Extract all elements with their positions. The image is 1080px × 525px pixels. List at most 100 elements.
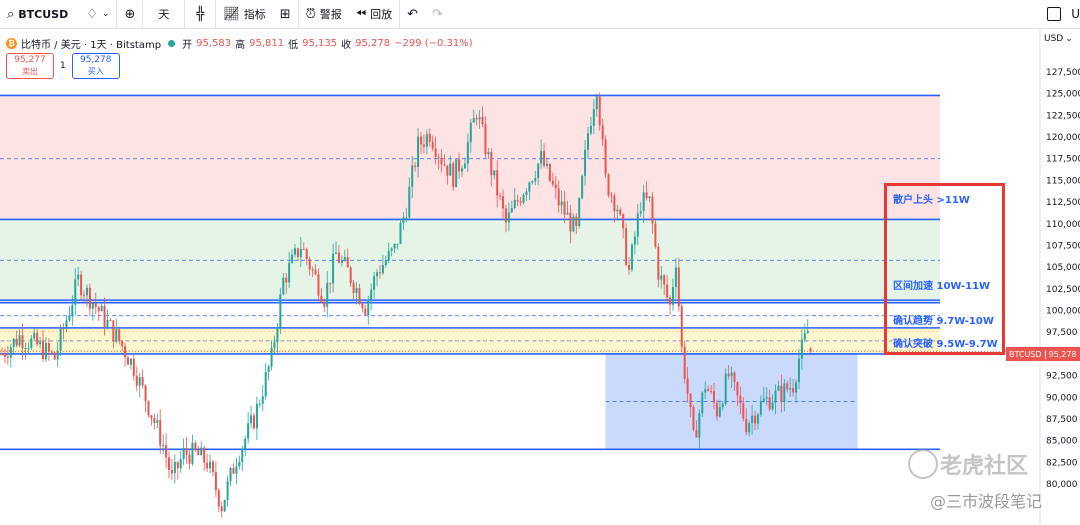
candle-body [282,277,285,295]
layout-button[interactable]: ⊞ [273,0,299,28]
candle-body [33,332,36,339]
price-tick-label: 92,500 [1046,372,1078,382]
watermark-brand: 老虎社区 [910,448,1028,480]
candle-body [235,466,238,474]
candle-body [610,195,613,197]
candle-body [255,403,258,429]
candle-body [595,96,598,110]
candle-body [194,442,197,450]
candle-body [211,461,214,473]
candle-body [53,352,56,360]
candle-body [267,366,270,372]
fullscreen-icon[interactable] [1047,7,1062,21]
candle-body [408,186,411,218]
candle-body [138,377,141,386]
candle-body [607,174,610,196]
candle-body [182,447,185,459]
candle-body [651,196,654,224]
chart-type-button[interactable]: ╬ [185,0,217,28]
chevron-down-icon: ⌄ [101,8,110,19]
candle-body [727,373,730,377]
candle-body [493,170,496,176]
search-icon: ⌕ [7,6,15,22]
candle-body [42,341,45,360]
candle-body [126,357,129,365]
alerts-button[interactable]: ⏰︎ 警报 [299,0,349,28]
price-tick-label: 110,000 [1046,220,1080,230]
candle-body [446,165,449,176]
candle-body [147,401,150,416]
sell-button[interactable]: 95,277 卖出 [6,53,54,79]
add-symbol-button[interactable]: ⊕ [117,0,144,28]
candle-body [736,382,739,396]
candle-body [191,442,194,464]
buy-button[interactable]: 95,278 买入 [71,53,120,79]
watermark-brand-text: 老虎社区 [940,454,1029,479]
annotation-accelerate: 区间加速 10W-11W [893,281,991,292]
price-chart[interactable]: 127,500 125,000 122,500 120,000 117,500 115,0… [0,28,1080,525]
candle-body [777,385,780,391]
interval-button[interactable]: 天 [143,0,186,28]
candle-body [774,390,777,403]
candle-body [264,371,267,397]
candles-layer [1,92,812,518]
candle-body [739,395,742,404]
candle-body [795,382,798,393]
candle-body [311,269,314,271]
redo-button[interactable]: ↷ [425,0,450,28]
candle-body [226,481,229,500]
candle-body [507,212,510,223]
candle-body [657,246,660,280]
candle-body [299,248,302,258]
indicators-label: 指标 [243,8,266,21]
symbol-label: BTCUSD [18,7,69,21]
candle-body [241,448,244,463]
candle-body [270,347,273,367]
symbol-search[interactable]: ⌕ BTCUSD ♢ ⌄ [0,0,118,28]
candle-body [9,347,12,358]
symbol-description[interactable]: 比特币 / 美元 · 1天 · Bitstamp [21,40,162,51]
candle-body [496,170,499,196]
candle-body [419,136,422,145]
candle-body [639,211,642,214]
undo-button[interactable]: ↶ [400,0,425,28]
candle-body [575,216,578,227]
currency-select[interactable]: USD [1044,34,1073,44]
candle-body [528,182,531,192]
candle-body [144,385,147,402]
candle-body [724,373,727,404]
candle-body [636,213,639,237]
alarm-icon: ⏰︎ [305,6,316,22]
candle-body [387,250,390,261]
replay-button[interactable]: ⏪︎ 回放 [349,0,401,28]
candle-body [121,341,124,347]
candle-body [200,447,203,456]
candle-body [563,201,566,215]
close-value: 95,278 [355,38,391,49]
toolbar-right-label[interactable]: U [1071,7,1080,21]
candle-body [510,208,513,213]
price-tick-label: 107,500 [1046,241,1080,251]
interval-label: 天 [158,8,170,21]
candle-body [768,397,771,410]
candle-body [135,375,138,386]
candle-body [669,297,672,305]
zones-layer [0,95,940,450]
candle-body [425,133,428,147]
candle-body [809,348,812,352]
candle-body [730,372,733,377]
price-tick-label: 97,500 [1046,328,1078,338]
candle-body [710,391,713,393]
candle-body [223,499,226,512]
candle-body [701,392,704,414]
candle-body [604,139,607,175]
candle-body [628,264,631,270]
candle-body [633,236,636,245]
price-tick-label: 112,500 [1046,198,1080,208]
candle-body [343,257,346,260]
indicators-button[interactable]: 📈︎ 指标 [216,0,273,28]
candle-body [792,388,795,393]
candle-body [74,279,77,305]
candle-body [545,163,548,166]
candle-body [296,248,299,258]
